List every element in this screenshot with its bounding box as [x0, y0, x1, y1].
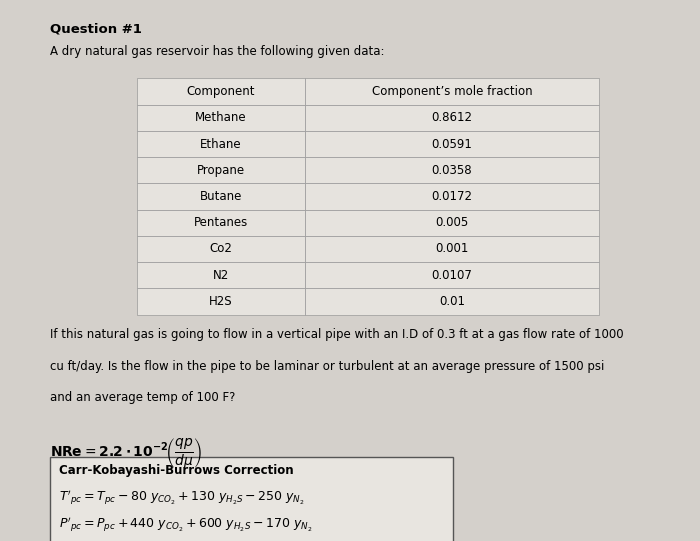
Text: Component: Component	[187, 85, 255, 98]
Text: Butane: Butane	[199, 190, 242, 203]
Text: Propane: Propane	[197, 164, 245, 177]
Text: $\mathbf{NRe} = \mathbf{2.2 \bullet 10^{-2}}\!\left(\dfrac{qp}{d\mu}\right)$: $\mathbf{NRe} = \mathbf{2.2 \bullet 10^{…	[50, 436, 202, 470]
Text: 0.0591: 0.0591	[431, 137, 472, 150]
Text: and an average temp of 100 F?: and an average temp of 100 F?	[50, 391, 236, 404]
Text: 0.0358: 0.0358	[431, 164, 472, 177]
Text: Ethane: Ethane	[200, 137, 242, 150]
Text: A dry natural gas reservoir has the following given data:: A dry natural gas reservoir has the foll…	[50, 45, 385, 58]
Text: cu ft/day. Is the flow in the pipe to be laminar or turbulent at an average pres: cu ft/day. Is the flow in the pipe to be…	[50, 360, 605, 373]
Text: Component’s mole fraction: Component’s mole fraction	[372, 85, 532, 98]
Text: $T'_{pc} = T_{pc} - 80\ y_{CO_2} + 130\ y_{H_2S} - 250\ y_{N_2}$: $T'_{pc} = T_{pc} - 80\ y_{CO_2} + 130\ …	[59, 489, 304, 507]
Text: $P'_{pc} = P_{pc} + 440\ y_{CO_2} + 600\ y_{H_2S} - 170\ y_{N_2}$: $P'_{pc} = P_{pc} + 440\ y_{CO_2} + 600\…	[59, 516, 312, 534]
Text: Question #1: Question #1	[50, 23, 142, 36]
Text: H2S: H2S	[209, 295, 232, 308]
Text: 0.005: 0.005	[435, 216, 468, 229]
Text: Methane: Methane	[195, 111, 246, 124]
Text: Carr-Kobayashi-Burrows Correction: Carr-Kobayashi-Burrows Correction	[59, 464, 293, 477]
Text: 0.8612: 0.8612	[431, 111, 472, 124]
Text: Co2: Co2	[209, 242, 232, 255]
Text: N2: N2	[213, 269, 229, 282]
Text: If this natural gas is going to flow in a vertical pipe with an I.D of 0.3 ft at: If this natural gas is going to flow in …	[50, 328, 624, 341]
Text: 0.001: 0.001	[435, 242, 468, 255]
Text: Pentanes: Pentanes	[194, 216, 248, 229]
Text: 0.0172: 0.0172	[431, 190, 472, 203]
Text: 0.0107: 0.0107	[431, 269, 472, 282]
Text: 0.01: 0.01	[439, 295, 465, 308]
